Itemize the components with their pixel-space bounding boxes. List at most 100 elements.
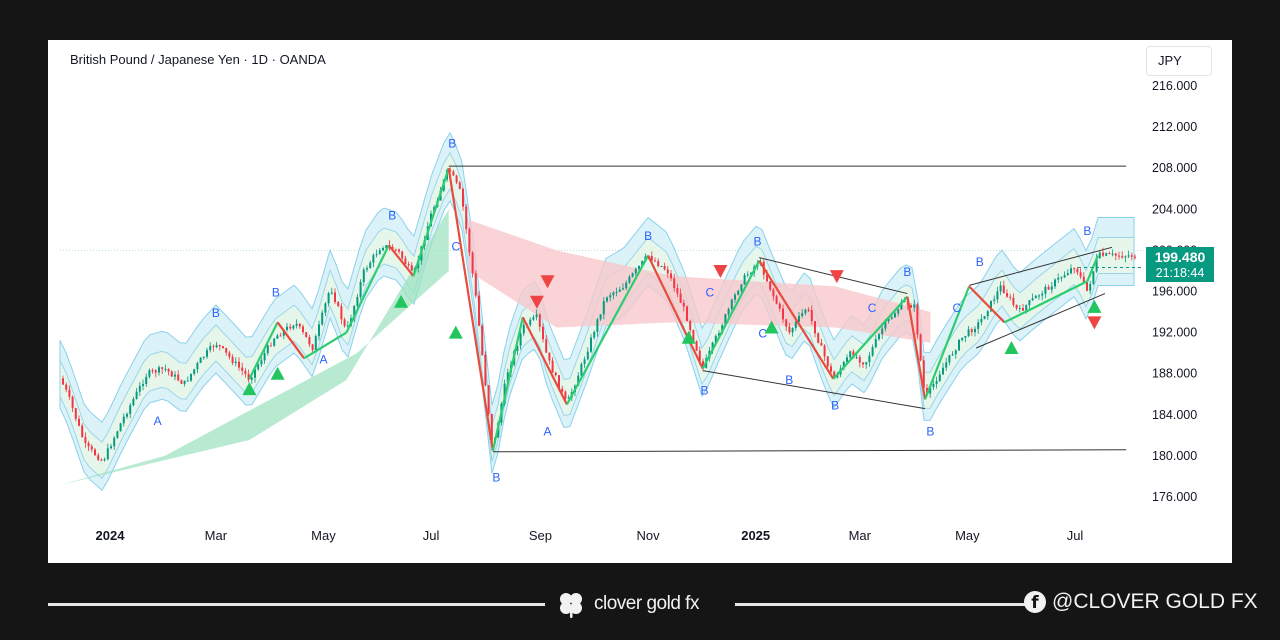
candle-body	[836, 374, 839, 378]
x-tick-label: 2024	[96, 528, 126, 543]
candle-body	[590, 337, 592, 352]
candle-body	[266, 345, 269, 354]
candle-body	[116, 431, 119, 438]
candle-body	[276, 335, 279, 339]
candle-body	[81, 425, 84, 437]
candle-body	[1092, 271, 1095, 284]
candle-body	[452, 171, 455, 176]
last-price-label: 199.480	[1146, 247, 1214, 267]
candle-body	[74, 408, 77, 419]
candle-body	[1022, 308, 1024, 311]
brand-logo: clover gold fx	[556, 588, 699, 620]
candle-body	[846, 357, 848, 362]
candle-body	[804, 309, 807, 314]
candle-body	[922, 360, 925, 389]
candle-body	[516, 345, 519, 351]
candle-body	[68, 389, 71, 397]
candle-body	[817, 333, 820, 343]
candle-body	[215, 344, 218, 347]
candle-body	[596, 319, 599, 333]
wave-label: B	[388, 209, 396, 223]
zigzag-segment	[387, 244, 415, 277]
buy-signal-icon	[270, 366, 285, 380]
wave-label: C	[758, 327, 767, 341]
candle-body	[62, 378, 64, 385]
candle-body	[871, 347, 874, 356]
chart-canvas[interactable]: B B B B A A B A B B B B B C B B C B B C C C 216.000 212.000 208.…	[48, 40, 1232, 563]
candle-body	[686, 306, 688, 321]
candle-body	[993, 299, 996, 301]
candle-body	[1047, 286, 1050, 290]
candle-body	[826, 356, 829, 367]
candle-body	[154, 370, 157, 373]
currency-button[interactable]: JPY	[1146, 46, 1212, 76]
candle-body	[260, 360, 263, 365]
candle-body	[999, 285, 1002, 292]
candle-body	[554, 372, 557, 376]
wave-label: C	[868, 301, 877, 315]
candle-body	[1127, 255, 1130, 257]
candle-body	[919, 334, 922, 361]
wave-label: A	[154, 414, 162, 428]
candle-body	[654, 260, 656, 262]
candle-body	[1006, 293, 1008, 297]
candle-body	[577, 375, 580, 386]
zigzag-segment	[832, 295, 909, 380]
candle-body	[766, 274, 768, 282]
candle-body	[858, 357, 861, 363]
candle-body	[634, 268, 637, 274]
social-handle[interactable]: f @CLOVER GOLD FX	[1024, 588, 1258, 616]
sell-signal-icon	[713, 264, 728, 278]
wave-label: B	[644, 229, 652, 243]
candle-body	[222, 346, 224, 348]
candle-body	[343, 319, 346, 327]
candle-body	[1044, 286, 1047, 294]
x-tick-label: Mar	[205, 528, 228, 543]
x-tick-label: 2025	[741, 528, 770, 543]
candle-body	[788, 326, 791, 333]
candle-body	[692, 330, 695, 342]
candle-body	[186, 380, 189, 382]
candle-body	[1031, 298, 1034, 301]
candle-body	[1015, 304, 1018, 309]
sell-signal-icon	[1087, 316, 1102, 330]
candle-body	[122, 416, 125, 424]
candle-body	[682, 302, 685, 307]
zigzag-segment	[758, 260, 835, 380]
wave-label: A	[544, 424, 552, 438]
candle-body	[1063, 275, 1066, 278]
candle-body	[177, 374, 180, 381]
candle-body	[679, 293, 682, 303]
candle-body	[78, 418, 80, 426]
candle-body	[519, 333, 522, 346]
buy-signal-icon	[242, 382, 257, 396]
candle-body	[174, 374, 176, 377]
candle-body	[746, 274, 749, 276]
chart-panel[interactable]: B B B B A A B A B B B B B C B B C B B C C C 216.000 212.000 208.…	[48, 40, 1232, 563]
candle-body	[974, 328, 976, 333]
x-tick-label: May	[311, 528, 336, 543]
zigzag-segment	[647, 255, 704, 370]
candle-body	[254, 369, 256, 378]
channel-line-5	[976, 293, 1106, 349]
candle-body	[782, 308, 784, 320]
candle-body	[151, 370, 154, 372]
candle-body	[551, 360, 554, 373]
candle-body	[695, 341, 698, 351]
candle-body	[737, 290, 740, 295]
channel-line-1	[492, 449, 1127, 453]
x-tick-label: Mar	[849, 528, 872, 543]
y-tick-label: 216.000	[1152, 79, 1197, 93]
candle-body	[401, 251, 404, 259]
candle-body	[366, 268, 368, 270]
y-tick-label: 176.000	[1152, 490, 1197, 504]
candle-body	[1066, 273, 1069, 276]
wave-label: B	[976, 255, 984, 269]
candle-body	[727, 308, 730, 315]
candle-body	[148, 370, 151, 377]
candle-body	[798, 315, 800, 322]
candle-body	[404, 258, 407, 265]
candle-body	[474, 273, 477, 296]
candle-body	[346, 325, 349, 327]
zigzag-segment	[276, 321, 305, 359]
